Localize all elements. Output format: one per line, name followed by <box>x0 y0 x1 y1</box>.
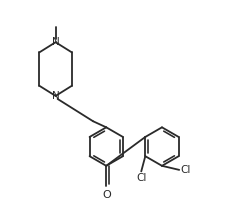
Text: N: N <box>52 37 59 47</box>
Text: Cl: Cl <box>136 173 146 183</box>
Text: N: N <box>52 91 59 101</box>
Text: Cl: Cl <box>180 165 190 175</box>
Text: O: O <box>102 190 110 200</box>
